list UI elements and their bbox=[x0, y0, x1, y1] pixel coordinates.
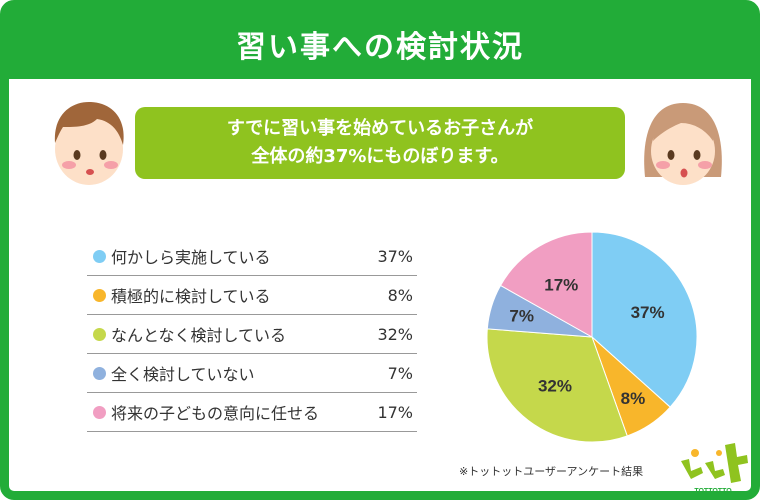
legend-label: 全く検討していない bbox=[111, 365, 255, 384]
pie-slice-label: 32% bbox=[538, 376, 572, 395]
pie-slice bbox=[486, 328, 628, 443]
legend-item: なんとなく検討している 32% bbox=[87, 315, 417, 354]
legend-item: 何かしら実施している 37% bbox=[87, 237, 417, 276]
pie-chart: 37% 8% 32% 7% 17% bbox=[486, 231, 698, 443]
legend-label: 積極的に検討している bbox=[111, 287, 271, 306]
pie-slice-label: 17% bbox=[544, 275, 578, 294]
summary-line-1: すでに習い事を始めているお子さんが bbox=[226, 118, 534, 139]
legend-label: なんとなく検討している bbox=[111, 326, 287, 345]
legend-item: 全く検討していない 7% bbox=[87, 354, 417, 393]
tottotto-logo: TOTTOTTO bbox=[681, 443, 748, 495]
pie-slice-label: 37% bbox=[631, 303, 665, 322]
source-note: ※トットットユーザーアンケート結果 bbox=[459, 465, 644, 478]
legend: 何かしら実施している 37% 積極的に検討している 8% なんとなく検討している 32% 全… bbox=[87, 237, 417, 432]
legend-swatch bbox=[93, 405, 106, 419]
pie-slice-label: 8% bbox=[621, 389, 646, 408]
legend-swatch bbox=[93, 288, 106, 302]
girl-face-icon bbox=[644, 103, 722, 185]
legend-swatch bbox=[93, 327, 106, 341]
legend-swatch bbox=[93, 249, 106, 263]
legend-label: 将来の子どもの意向に任せる bbox=[111, 404, 320, 423]
legend-value: 37% bbox=[377, 246, 413, 266]
summary-line-2: 全体の約37%にものぼります。 bbox=[251, 146, 509, 167]
page-title: 習い事への検討状況 bbox=[9, 9, 751, 79]
boy-face-icon bbox=[54, 101, 124, 185]
legend-value: 8% bbox=[387, 285, 413, 305]
legend-item: 将来の子どもの意向に任せる 17% bbox=[87, 393, 417, 432]
legend-label: 何かしら実施している bbox=[111, 248, 271, 267]
pie-slice-label: 7% bbox=[509, 307, 534, 326]
legend-value: 17% bbox=[377, 402, 413, 422]
pie-slice bbox=[591, 231, 698, 408]
summary-banner: すでに習い事を始めているお子さんが 全体の約37%にものぼります。 bbox=[135, 107, 625, 179]
legend-value: 32% bbox=[377, 324, 413, 344]
legend-swatch bbox=[93, 366, 106, 380]
legend-value: 7% bbox=[387, 363, 413, 383]
legend-item: 積極的に検討している 8% bbox=[87, 276, 417, 315]
pie-slice bbox=[499, 231, 593, 338]
logo-text: TOTTOTTO bbox=[694, 488, 732, 495]
